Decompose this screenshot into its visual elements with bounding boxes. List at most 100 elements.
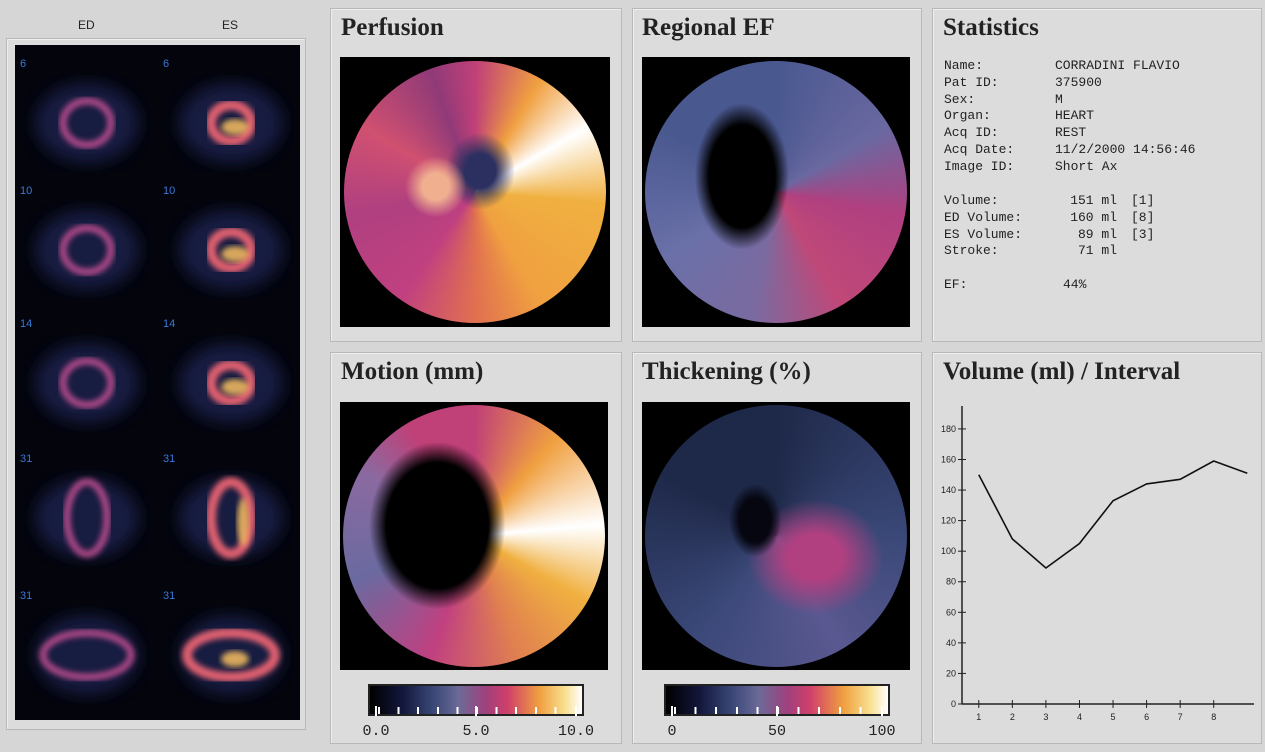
colorbar-label: 5.0 [462, 723, 490, 740]
stat-value: 11/2/2000 14:56:46 [1055, 142, 1196, 157]
stat-label: Sex: [944, 91, 976, 107]
colorbar-tick [375, 706, 377, 716]
x-tick-label: 7 [1178, 712, 1183, 722]
colorbar-label: 50 [767, 723, 787, 740]
stat-value: 160 ml [1070, 209, 1117, 225]
ring [63, 478, 111, 558]
statistics-panel [932, 8, 1262, 342]
y-tick-label: 40 [946, 638, 956, 648]
stat-label: ED Volume: [944, 209, 1023, 225]
regional-ef-map [645, 61, 907, 323]
slice-label: 14 [20, 318, 33, 330]
glow [35, 478, 139, 558]
column-header: ES [222, 18, 239, 32]
colorbar-tick [671, 706, 673, 716]
y-tick-label: 100 [941, 546, 956, 556]
ring [59, 97, 115, 149]
ring [182, 628, 280, 682]
slice-images [15, 45, 300, 720]
colorbar-label: 0 [667, 723, 677, 740]
stat-index: [8] [1131, 209, 1155, 225]
stat-label: Name: [944, 58, 984, 73]
glow [35, 615, 139, 695]
y-tick-label: 80 [946, 577, 956, 587]
ring [59, 224, 115, 276]
ring [39, 629, 135, 681]
glow [35, 343, 139, 423]
y-tick-label: 180 [941, 424, 956, 434]
ring [206, 227, 256, 273]
stat-value: HEART [1055, 108, 1095, 124]
x-tick-label: 3 [1043, 712, 1048, 722]
panel-title: Statistics [943, 14, 1039, 41]
stat-value: 375900 [1055, 74, 1102, 90]
polar-map [340, 402, 608, 670]
x-tick-label: 5 [1111, 712, 1116, 722]
y-tick-label: 160 [941, 454, 956, 464]
slice-label: 6 [163, 58, 170, 70]
perfusion-map [344, 61, 606, 323]
glow [35, 210, 139, 290]
colorbar-label: 10.0 [557, 723, 595, 740]
stat-label: Stroke: [944, 243, 999, 259]
stat-value: REST [1055, 125, 1087, 141]
stat-label: Pat ID: [944, 74, 999, 90]
colorbar-tick [475, 706, 477, 716]
stat-label: Image ID: [944, 158, 1015, 174]
stat-index: [1] [1131, 193, 1155, 208]
panel-title: Thickening (%) [642, 358, 811, 385]
panel-title: Regional EF [642, 14, 775, 41]
hot [221, 379, 249, 395]
hot [221, 651, 249, 667]
stat-value: 89 ml [1077, 226, 1117, 242]
stat-label: Organ: [944, 108, 991, 124]
slice-label: 31 [163, 453, 176, 465]
ring [59, 357, 115, 409]
slice-label: 31 [20, 590, 33, 602]
polar-map [340, 57, 610, 327]
chart-title: Volume (ml) / Interval [943, 358, 1181, 385]
stat-label: Volume: [944, 193, 999, 208]
x-tick-label: 2 [1010, 712, 1015, 722]
x-tick-label: 4 [1077, 712, 1082, 722]
colorbar-tick [575, 706, 577, 716]
ring [206, 100, 256, 146]
x-tick-label: 1 [976, 712, 981, 722]
panel-title: Motion (mm) [341, 358, 484, 385]
stat-value: 44% [1063, 277, 1087, 292]
y-tick-label: 120 [941, 516, 956, 526]
slice-label: 31 [163, 590, 176, 602]
motion-map [343, 405, 605, 667]
thickening-map [645, 405, 907, 667]
ring [206, 477, 256, 559]
stat-value: 71 ml [1077, 243, 1117, 259]
volume-panel [932, 352, 1262, 744]
hot [221, 246, 249, 262]
y-tick-label: 140 [941, 485, 956, 495]
slice-label: 10 [20, 185, 33, 197]
y-tick-label: 0 [951, 699, 956, 709]
polar-map [642, 57, 910, 327]
panel-title: Perfusion [341, 14, 444, 41]
stat-label: Acq Date: [944, 142, 1015, 157]
glow [35, 83, 139, 163]
colorbar-label: 0.0 [362, 723, 390, 740]
colorbar-label: 100 [868, 723, 896, 740]
column-header: ED [78, 18, 95, 32]
y-tick-label: 60 [946, 607, 956, 617]
slice-label: 6 [20, 58, 27, 70]
chart: 0 20 40 60 80 100 120 140 160 180 1 2 3 4 5 6 7 8 [941, 406, 1254, 722]
stat-value: Short Ax [1055, 158, 1118, 174]
slice-label: 31 [20, 453, 33, 465]
glow [179, 478, 283, 558]
stat-value: 151 ml [1070, 193, 1117, 208]
x-tick-label: 6 [1144, 712, 1149, 722]
colorbar-tick [776, 706, 778, 716]
stat-label: ES Volume: [944, 226, 1023, 242]
stat-index: [3] [1131, 226, 1155, 242]
ring [206, 360, 256, 406]
colorbar-tick [881, 706, 883, 716]
slice-label: 14 [163, 318, 176, 330]
hot [237, 498, 249, 546]
